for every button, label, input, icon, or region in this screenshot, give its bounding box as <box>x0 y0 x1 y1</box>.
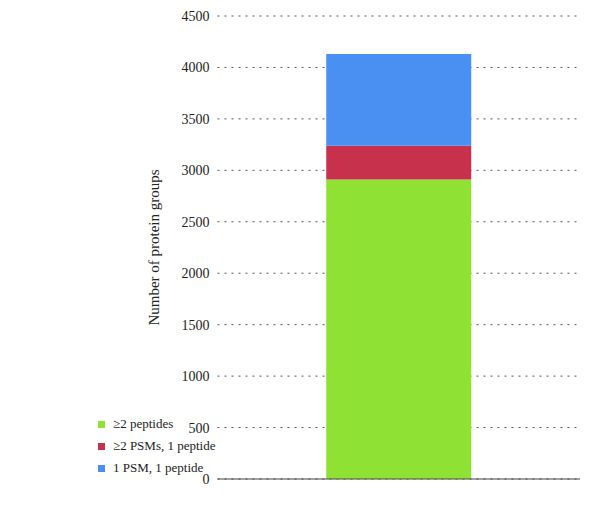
svg-text:3000: 3000 <box>181 163 209 178</box>
svg-text:1000: 1000 <box>181 369 209 384</box>
svg-text:0: 0 <box>202 472 209 487</box>
html-text:1 PSM, 1 peptide: 1 PSM, 1 peptide <box>113 460 204 475</box>
svg-text:2500: 2500 <box>181 215 209 230</box>
svg-text:1500: 1500 <box>181 318 209 333</box>
html-text:≥2 peptides: ≥2 peptides <box>113 416 174 431</box>
svg-text:500: 500 <box>188 421 209 436</box>
svg-text:4500: 4500 <box>181 9 209 24</box>
svg-text:3500: 3500 <box>181 112 209 127</box>
html-text:≥2 PSMs, 1 peptide: ≥2 PSMs, 1 peptide <box>113 438 216 453</box>
svg-text:4000: 4000 <box>181 60 209 75</box>
svg-text:2000: 2000 <box>181 266 209 281</box>
svg-text:Number of protein groups: Number of protein groups <box>146 169 162 325</box>
